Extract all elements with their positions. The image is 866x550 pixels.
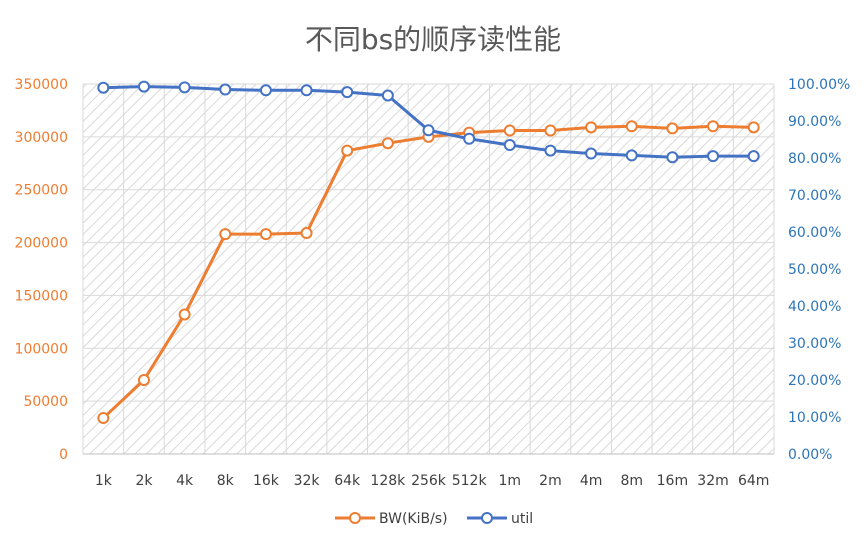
legend-label: util: [511, 511, 533, 527]
x-tick-label: 1m: [499, 473, 522, 489]
data-point: [137, 374, 150, 386]
x-tick-label: 256k: [411, 473, 447, 489]
axes: 0 50000 100000 150000 200000 250000 300000 3500…: [15, 77, 851, 489]
x-tick-label: 4m: [580, 473, 603, 489]
data-point: [97, 412, 110, 425]
x-tick-label: 16m: [657, 473, 688, 489]
x-tick-label: 8m: [620, 473, 643, 489]
data-point: [219, 83, 232, 96]
x-tick-label: 8k: [217, 473, 235, 489]
y-left-tick-label: 100000: [15, 341, 68, 357]
data-point: [625, 149, 638, 162]
data-point: [259, 84, 272, 97]
y-right-tick-label: 0.00%: [788, 447, 832, 463]
data-point: [585, 147, 598, 160]
legend-item: BW(KiB/s): [335, 511, 448, 527]
data-point: [503, 124, 516, 137]
y-right-tick-label: 30.00%: [788, 336, 841, 352]
y-left-tick-label: 250000: [15, 183, 68, 199]
data-point: [503, 139, 516, 152]
y-left-tick-label: 300000: [15, 130, 68, 146]
y-right-tick-label: 60.00%: [788, 225, 841, 241]
data-point: [463, 132, 476, 145]
data-point: [747, 121, 760, 134]
series: [97, 80, 760, 425]
y-left-tick-label: 200000: [15, 236, 68, 252]
x-tick-label: 16k: [253, 473, 280, 489]
data-point: [544, 144, 557, 157]
data-point: [381, 137, 394, 150]
x-tick-label: 64m: [738, 473, 769, 489]
legend-marker: [481, 512, 493, 524]
y-right-tick-label: 90.00%: [788, 114, 841, 130]
y-right-tick-label: 70.00%: [788, 188, 841, 204]
data-point: [178, 308, 191, 321]
data-point: [259, 228, 272, 241]
x-tick-label: 1k: [95, 473, 113, 489]
legend: BW(KiB/s) util: [335, 511, 533, 527]
x-tick-label: 2m: [539, 473, 562, 489]
data-point: [300, 84, 313, 97]
y-left-tick-label: 350000: [15, 77, 68, 93]
data-point: [219, 228, 232, 241]
data-point: [300, 227, 313, 240]
x-tick-label: 128k: [370, 473, 406, 489]
x-tick-label: 4k: [176, 473, 194, 489]
data-point: [585, 121, 598, 134]
data-point: [544, 124, 557, 137]
data-point: [381, 89, 394, 102]
data-point: [707, 150, 720, 163]
x-tick-label: 2k: [135, 473, 153, 489]
legend-label: BW(KiB/s): [379, 511, 448, 527]
y-right-tick-label: 80.00%: [788, 151, 841, 167]
x-tick-label: 32k: [294, 473, 321, 489]
data-point: [422, 124, 435, 137]
data-point: [707, 120, 720, 133]
series-1: [97, 80, 760, 164]
x-tick-label: 64k: [334, 473, 361, 489]
legend-marker: [349, 512, 361, 524]
x-tick-label: 32m: [697, 473, 728, 489]
y-left-tick-label: 50000: [23, 394, 68, 410]
y-right-tick-label: 10.00%: [788, 410, 841, 426]
data-point: [137, 80, 150, 93]
data-point: [341, 86, 354, 99]
data-point: [666, 151, 679, 164]
legend-item: util: [467, 511, 533, 527]
data-point: [341, 144, 354, 157]
data-point: [666, 122, 679, 135]
y-right-tick-label: 100.00%: [788, 77, 850, 93]
y-right-tick-label: 50.00%: [788, 262, 841, 278]
y-right-tick-label: 40.00%: [788, 299, 841, 315]
data-point: [178, 81, 191, 94]
data-point: [747, 150, 760, 163]
y-left-tick-label: 150000: [15, 288, 68, 304]
plot-area: [83, 84, 774, 454]
y-right-tick-label: 20.00%: [788, 373, 841, 389]
chart-title: 不同bs的顺序读性能: [305, 23, 561, 56]
y-left-tick-label: 0: [59, 447, 68, 463]
gridlines: [82, 83, 775, 455]
x-tick-label: 512k: [452, 473, 488, 489]
data-point: [625, 120, 638, 133]
data-point: [97, 81, 110, 94]
